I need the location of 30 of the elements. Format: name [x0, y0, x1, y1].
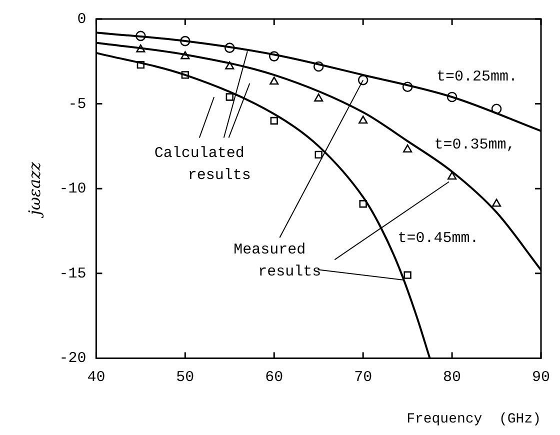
y-tick-label: -10 — [59, 180, 86, 198]
y-tick-label: -5 — [68, 96, 86, 113]
point — [404, 271, 412, 279]
x-tick-label: 50 — [176, 369, 194, 386]
y-tick-label: 0 — [77, 10, 86, 28]
point — [225, 61, 234, 70]
x-tick-label: 90 — [532, 369, 550, 386]
annotation: Calculated results — [154, 144, 251, 184]
point — [447, 172, 457, 180]
y-tick-label: -15 — [59, 265, 86, 282]
x-axis-title: Frequency (GHz) — [406, 411, 541, 428]
point — [492, 198, 502, 207]
x-tick-label: 60 — [265, 369, 284, 386]
point — [270, 76, 279, 85]
series-label: t=0.35mm, — [434, 136, 516, 154]
point — [359, 200, 367, 208]
point — [270, 116, 278, 125]
point — [314, 94, 324, 102]
x-tick-label: 40 — [87, 369, 106, 386]
x-tick-label: 80 — [443, 369, 462, 386]
series-label: t=0.45mm. — [398, 230, 479, 247]
y-axis-title: jωεazz — [24, 162, 44, 218]
x-tick-label: 70 — [354, 369, 372, 386]
series-label: t=0.25mm. — [436, 68, 518, 86]
y-tick-label: -20 — [59, 350, 86, 368]
point — [358, 116, 368, 124]
point — [314, 150, 322, 159]
annotation: Measured results — [234, 242, 322, 281]
point — [226, 93, 234, 101]
point — [403, 144, 412, 152]
